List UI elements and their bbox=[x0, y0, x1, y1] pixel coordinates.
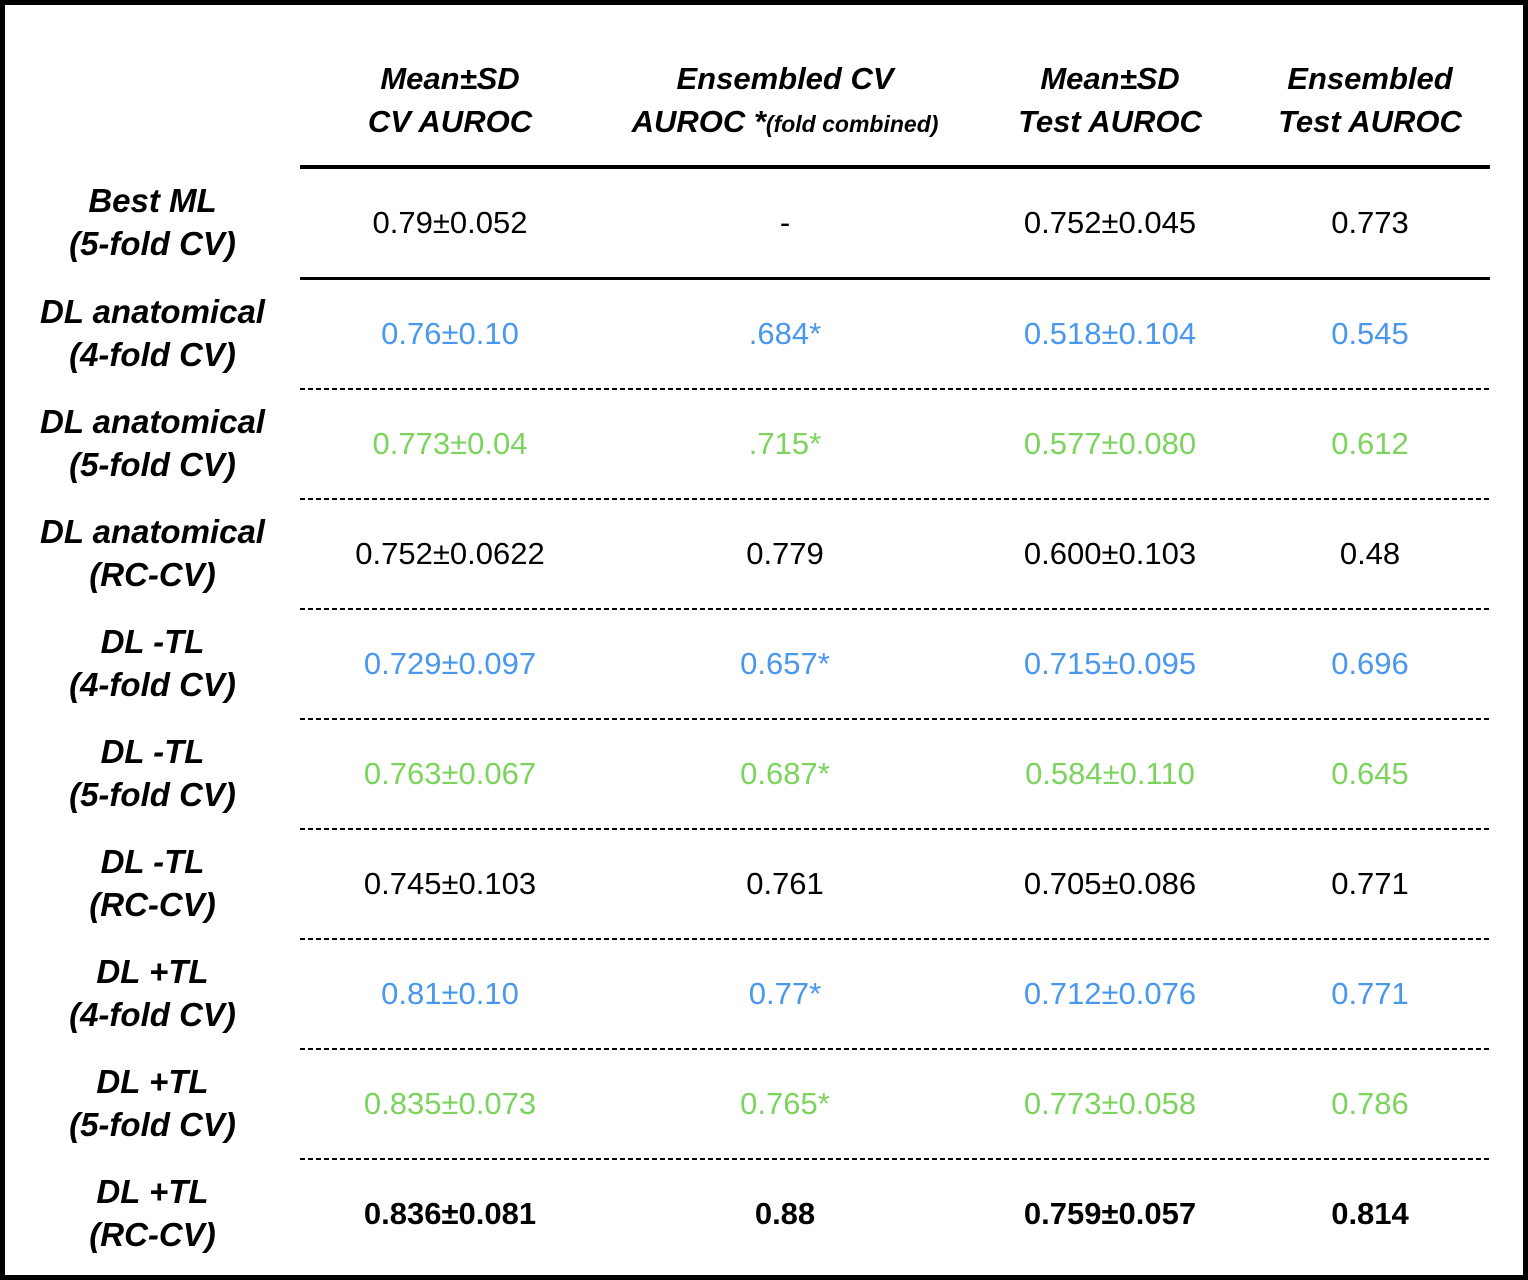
table-header-row: Mean±SD CV AUROC Ensembled CV AUROC *(fo… bbox=[5, 35, 1523, 165]
cell-mean-test: 0.577±0.080 bbox=[1023, 426, 1197, 461]
cell-ensembled-test: 0.814 bbox=[1331, 1196, 1409, 1231]
table-row-dl-plus-tl-rccv: DL +TL (RC-CV) 0.836±0.081 0.88 0.759±0.… bbox=[5, 1160, 1523, 1268]
cell-ensembled-test: 0.786 bbox=[1331, 1086, 1409, 1121]
cell-ensembled-test: 0.545 bbox=[1331, 316, 1409, 351]
cell-mean-cv: 0.835±0.073 bbox=[363, 1086, 537, 1121]
cell-mean-cv: 0.745±0.103 bbox=[363, 866, 537, 901]
cell-ensembled-cv: - bbox=[779, 205, 791, 240]
column-header-mean-test-auroc: Mean±SD Test AUROC bbox=[970, 57, 1250, 144]
cell-ensembled-cv: .715* bbox=[748, 426, 822, 461]
cell-ensembled-cv: 0.77* bbox=[748, 976, 822, 1011]
cell-mean-test: 0.705±0.086 bbox=[1023, 866, 1197, 901]
table-row-best-ml: Best ML (5-fold CV) 0.79±0.052 - 0.752±0… bbox=[5, 169, 1523, 277]
table-row-dl-plus-tl-4fold: DL +TL (4-fold CV) 0.81±0.10 0.77* 0.712… bbox=[5, 940, 1523, 1048]
header-line: Ensembled CV bbox=[676, 60, 894, 96]
cell-mean-test: 0.752±0.045 bbox=[1023, 205, 1197, 240]
cell-ensembled-test: 0.612 bbox=[1331, 426, 1409, 461]
header-line: Test AUROC bbox=[1278, 104, 1462, 139]
row-separator-dotted bbox=[300, 388, 1490, 390]
cell-mean-cv: 0.76±0.10 bbox=[381, 316, 519, 351]
table-row-dl-minus-tl-rccv: DL -TL (RC-CV) 0.745±0.103 0.761 0.705±0… bbox=[5, 830, 1523, 938]
header-footnote: (fold combined) bbox=[765, 111, 939, 137]
cell-mean-test: 0.600±0.103 bbox=[1023, 536, 1197, 571]
header-line: Mean±SD bbox=[1040, 60, 1180, 96]
cell-mean-cv: 0.752±0.0622 bbox=[355, 536, 545, 571]
row-label: DL anatomical (RC-CV) bbox=[40, 513, 265, 593]
cell-mean-test: 0.584±0.110 bbox=[1025, 756, 1195, 791]
cell-ensembled-cv: 0.765* bbox=[740, 1086, 830, 1121]
row-label: DL +TL (5-fold CV) bbox=[69, 1063, 236, 1143]
row-separator-dotted bbox=[300, 828, 1490, 830]
table-row-dl-plus-tl-5fold: DL +TL (5-fold CV) 0.835±0.073 0.765* 0.… bbox=[5, 1050, 1523, 1158]
row-separator-dotted bbox=[300, 938, 1490, 940]
cell-ensembled-test: 0.645 bbox=[1331, 756, 1409, 791]
cell-mean-cv: 0.773±0.04 bbox=[372, 426, 528, 461]
row-separator-dotted bbox=[300, 498, 1490, 500]
cell-ensembled-cv: 0.761 bbox=[746, 866, 824, 901]
header-line: Mean±SD bbox=[380, 60, 520, 96]
cell-ensembled-test: 0.773 bbox=[1331, 205, 1409, 240]
cell-mean-test: 0.518±0.104 bbox=[1023, 316, 1197, 351]
column-header-ensembled-cv-auroc: Ensembled CV AUROC *(fold combined) bbox=[600, 57, 970, 144]
cell-mean-test: 0.712±0.076 bbox=[1023, 976, 1197, 1011]
row-separator-dotted bbox=[300, 718, 1490, 720]
column-header-ensembled-test-auroc: Ensembled Test AUROC bbox=[1250, 57, 1490, 144]
header-line: Ensembled bbox=[1287, 60, 1453, 96]
cell-mean-cv: 0.729±0.097 bbox=[363, 646, 537, 681]
row-label: Best ML (5-fold CV) bbox=[69, 182, 236, 262]
cell-mean-test: 0.759±0.057 bbox=[1023, 1196, 1197, 1231]
column-header-mean-cv-auroc: Mean±SD CV AUROC bbox=[300, 57, 600, 144]
cell-ensembled-test: 0.48 bbox=[1339, 536, 1401, 571]
row-label: DL anatomical (4-fold CV) bbox=[40, 293, 265, 373]
header-separator-line bbox=[300, 165, 1490, 169]
table-row-dl-minus-tl-5fold: DL -TL (5-fold CV) 0.763±0.067 0.687* 0.… bbox=[5, 720, 1523, 828]
cell-mean-cv: 0.79±0.052 bbox=[372, 205, 528, 240]
header-line: CV AUROC bbox=[367, 104, 533, 139]
table-row-dl-anatomical-5fold: DL anatomical (5-fold CV) 0.773±0.04 .71… bbox=[5, 390, 1523, 498]
table-row-dl-anatomical-rccv: DL anatomical (RC-CV) 0.752±0.0622 0.779… bbox=[5, 500, 1523, 608]
cell-ensembled-test: 0.771 bbox=[1331, 976, 1409, 1011]
row-label: DL +TL (4-fold CV) bbox=[69, 953, 236, 1033]
cell-mean-cv: 0.836±0.081 bbox=[363, 1196, 537, 1231]
cell-ensembled-cv: 0.687* bbox=[740, 756, 830, 791]
cell-mean-test: 0.715±0.095 bbox=[1023, 646, 1197, 681]
row-label: DL -TL (5-fold CV) bbox=[69, 733, 236, 813]
row-label: DL +TL (RC-CV) bbox=[89, 1173, 216, 1253]
row-label: DL anatomical (5-fold CV) bbox=[40, 403, 265, 483]
row-separator-dotted bbox=[300, 1048, 1490, 1050]
cell-ensembled-cv: 0.88 bbox=[754, 1196, 816, 1231]
header-line: Test AUROC bbox=[1018, 104, 1202, 139]
cell-ensembled-test: 0.771 bbox=[1331, 866, 1409, 901]
row-separator-dotted bbox=[300, 1158, 1490, 1160]
cell-ensembled-test: 0.696 bbox=[1331, 646, 1409, 681]
row-label: DL -TL (4-fold CV) bbox=[69, 623, 236, 703]
cell-mean-test: 0.773±0.058 bbox=[1023, 1086, 1197, 1121]
header-line: AUROC *(fold combined) bbox=[631, 104, 939, 139]
cell-ensembled-cv: 0.779 bbox=[746, 536, 824, 571]
row-separator-line bbox=[300, 277, 1490, 280]
table-row-dl-anatomical-4fold: DL anatomical (4-fold CV) 0.76±0.10 .684… bbox=[5, 280, 1523, 388]
cell-mean-cv: 0.81±0.10 bbox=[381, 976, 519, 1011]
row-label: DL -TL (RC-CV) bbox=[89, 843, 216, 923]
row-separator-dotted bbox=[300, 608, 1490, 610]
cell-ensembled-cv: 0.657* bbox=[740, 646, 830, 681]
table-row-dl-minus-tl-4fold: DL -TL (4-fold CV) 0.729±0.097 0.657* 0.… bbox=[5, 610, 1523, 718]
cell-mean-cv: 0.763±0.067 bbox=[363, 756, 537, 791]
cell-ensembled-cv: .684* bbox=[748, 316, 822, 351]
